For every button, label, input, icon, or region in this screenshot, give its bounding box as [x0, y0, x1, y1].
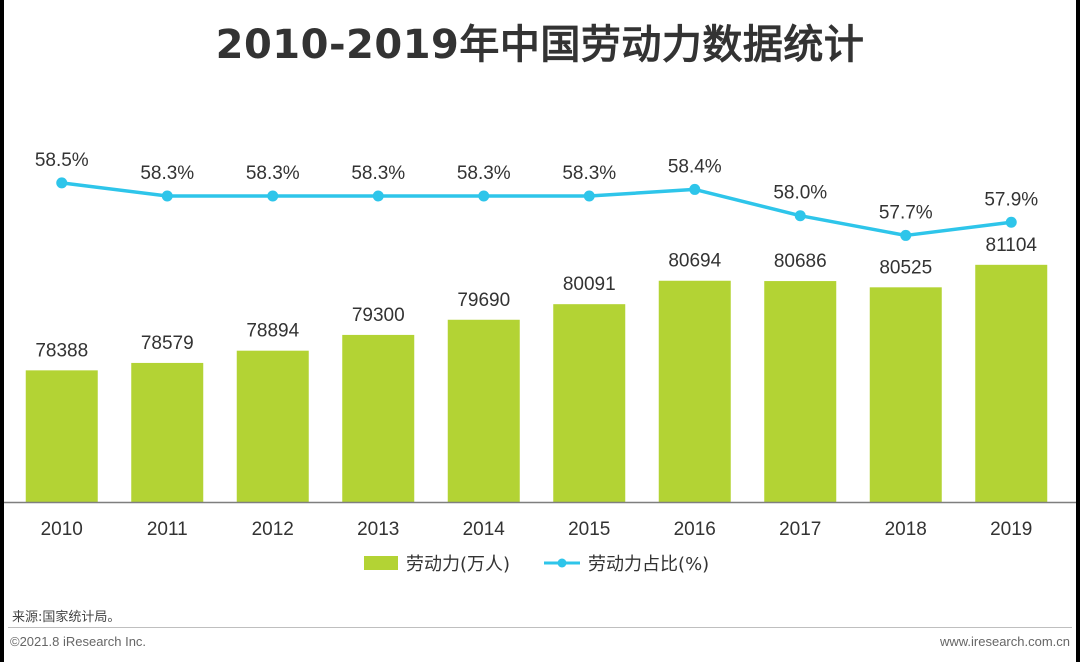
x-tick-label-2017: 2017	[779, 519, 821, 540]
bar-value-label-2015: 80091	[563, 274, 616, 295]
legend-line-label: 劳动力占比(%)	[588, 554, 710, 575]
bar-value-label-2018: 80525	[879, 257, 932, 278]
bar-2010	[25, 370, 98, 502]
ratio-value-labels: 58.5% 58.3% 58.3% 58.3% 58.3% 58.3% 58.4% 58.0%…	[35, 150, 1038, 224]
bar-value-label-2011: 78579	[141, 333, 194, 354]
bar-2018	[869, 287, 942, 502]
ratio-point-2017	[794, 210, 806, 222]
ratio-point-2019	[1005, 216, 1017, 228]
chart-page: 2010-2019年中国劳动力数据统计 78388 78579 78894 79300…	[4, 0, 1076, 662]
bar-2011	[131, 362, 204, 502]
x-tick-label-2015: 2015	[568, 519, 610, 540]
copyright-text: ©2021.8 iResearch Inc.	[10, 634, 147, 649]
bar-value-label-2012: 78894	[246, 321, 299, 342]
legend-item-bar: 劳动力(万人)	[364, 550, 510, 576]
ratio-value-label-2018: 57.7%	[879, 202, 933, 223]
ratio-value-label-2012: 58.3%	[246, 163, 300, 184]
bar-value-label-2016: 80694	[668, 251, 721, 272]
legend-item-line: 劳动力占比(%)	[544, 550, 709, 576]
x-tick-label-2012: 2012	[252, 519, 294, 540]
data-source-note: 来源:国家统计局。	[12, 610, 121, 625]
bar-value-label-2014: 79690	[457, 290, 510, 311]
chart-title: 2010-2019年中国劳动力数据统计	[215, 22, 865, 68]
ratio-value-label-2011: 58.3%	[140, 163, 194, 184]
legend-bar-label: 劳动力(万人)	[406, 554, 511, 575]
x-axis-tick-labels: 2010 2011 2012 2013 2014 2015 2016 2017 2018 2019	[41, 519, 1033, 540]
ratio-value-label-2019: 57.9%	[984, 189, 1038, 210]
bar-2015	[553, 304, 626, 502]
ratio-value-label-2017: 58.0%	[773, 183, 827, 204]
x-tick-label-2014: 2014	[463, 519, 506, 540]
bar-value-label-2019: 81104	[986, 235, 1038, 256]
legend-line-swatch	[544, 558, 581, 568]
x-tick-label-2011: 2011	[147, 519, 188, 540]
bar-value-label-2013: 79300	[352, 305, 405, 326]
x-tick-label-2018: 2018	[885, 519, 927, 540]
bar-2017	[764, 281, 837, 502]
x-tick-label-2019: 2019	[990, 519, 1032, 540]
x-tick-label-2016: 2016	[674, 519, 716, 540]
ratio-point-2018	[900, 229, 912, 241]
ratio-value-label-2014: 58.3%	[457, 163, 511, 184]
bar-2014	[447, 319, 520, 502]
x-tick-label-2010: 2010	[41, 519, 83, 540]
ratio-value-label-2015: 58.3%	[562, 163, 616, 184]
bar-value-label-2017: 80686	[774, 251, 827, 272]
legend-bar-swatch	[364, 556, 398, 570]
ratio-value-label-2013: 58.3%	[351, 163, 405, 184]
ratio-point-2014	[478, 190, 490, 202]
ratio-point-2015	[583, 190, 595, 202]
ratio-line	[61, 181, 1012, 238]
bar-2016	[658, 280, 731, 502]
combo-chart: 78388 78579 78894 79300 79690 80091 80694 80686…	[4, 150, 1076, 540]
ratio-point-2012	[267, 190, 279, 202]
bar-value-labels: 78388 78579 78894 79300 79690 80091 80694 80686…	[35, 235, 1037, 362]
bar-series	[25, 264, 1048, 502]
ratio-point-2011	[161, 190, 173, 202]
website-link[interactable]: www.iresearch.com.cn	[939, 634, 1070, 649]
x-tick-label-2013: 2013	[357, 519, 399, 540]
bar-value-label-2010: 78388	[35, 340, 88, 361]
bar-2012	[236, 350, 309, 502]
chart-legend: 劳动力(万人) 劳动力占比(%)	[364, 551, 709, 575]
ratio-point-2013	[372, 190, 384, 202]
bar-2013	[342, 334, 415, 502]
ratio-point-2010	[56, 177, 68, 189]
ratio-line-points	[56, 177, 1017, 241]
ratio-value-label-2016: 58.4%	[668, 156, 722, 177]
footer-divider	[8, 627, 1072, 628]
ratio-value-label-2010: 58.5%	[35, 150, 89, 171]
bar-2019	[975, 264, 1048, 502]
ratio-point-2016	[689, 183, 701, 195]
